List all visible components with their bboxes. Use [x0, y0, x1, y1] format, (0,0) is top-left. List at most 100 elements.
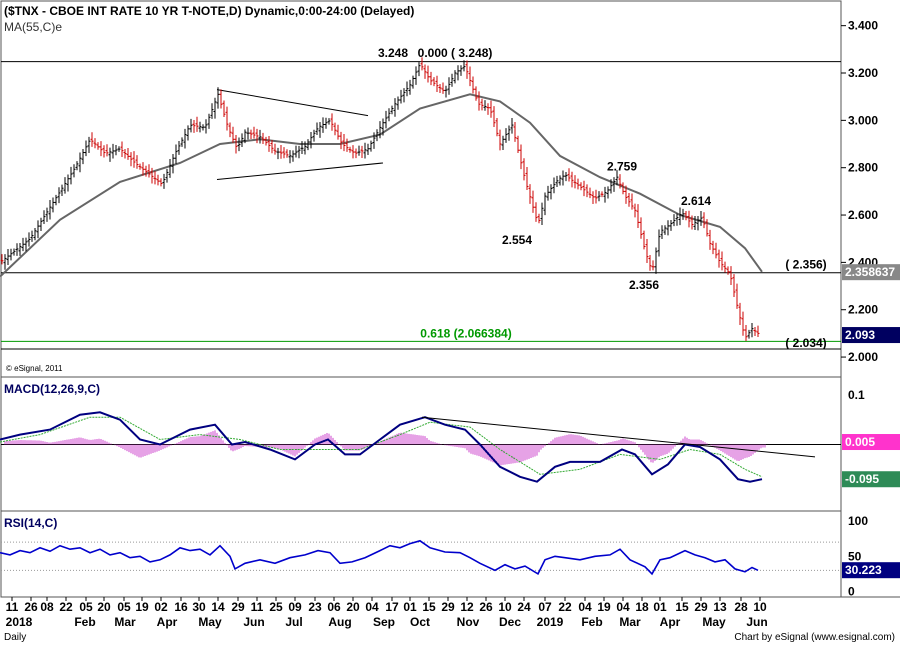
price-bar	[738, 302, 742, 325]
price-bar	[471, 76, 475, 94]
price-annotation: 2.554	[502, 233, 532, 247]
price-bar	[219, 89, 223, 109]
price-bar	[543, 192, 547, 216]
month-tick-label: May	[198, 615, 222, 629]
price-bar	[606, 186, 610, 199]
day-tick-label: 22	[558, 600, 572, 614]
price-bar	[150, 167, 154, 184]
price-bar	[705, 219, 709, 237]
price-bar	[468, 66, 472, 87]
price-bar	[678, 207, 682, 226]
price-bar	[33, 227, 37, 241]
price-annotation: 2.614	[681, 194, 711, 208]
price-bar	[264, 136, 268, 146]
price-bar	[54, 194, 58, 206]
price-bar	[39, 217, 43, 232]
price-bar	[657, 229, 661, 257]
price-bar	[87, 136, 91, 154]
price-bar	[318, 122, 322, 138]
day-tick-label: 19	[135, 600, 149, 614]
price-bar	[615, 170, 619, 186]
price-bar	[291, 150, 295, 162]
price-bar	[336, 124, 340, 140]
price-bar	[621, 182, 625, 195]
esignal-watermark: © eSignal, 2011	[6, 364, 63, 373]
price-bar	[462, 60, 466, 72]
price-bar	[450, 73, 454, 87]
svg-text:0.005: 0.005	[845, 435, 875, 449]
price-bar	[579, 182, 583, 191]
price-bar	[36, 220, 40, 239]
month-tick-label: Jun	[746, 615, 767, 629]
ma-indicator-label: MA(55,C)e	[4, 20, 62, 34]
price-bar	[366, 143, 370, 156]
day-tick-label: 26	[24, 600, 38, 614]
price-bar	[597, 191, 601, 202]
price-bar	[717, 249, 721, 268]
price-bar	[528, 184, 532, 204]
price-bar	[120, 141, 124, 158]
day-tick-label: 01	[653, 600, 667, 614]
price-bar	[9, 248, 13, 261]
price-bar	[315, 122, 319, 135]
day-tick-label: 18	[635, 600, 649, 614]
day-tick-label: 20	[346, 600, 360, 614]
price-bar	[225, 106, 229, 131]
price-bar	[147, 164, 151, 178]
price-bar	[492, 106, 496, 127]
price-bar	[75, 161, 79, 171]
price-bar	[447, 77, 451, 95]
price-bar	[555, 175, 559, 187]
price-bar	[210, 103, 214, 119]
day-tick-label: 19	[597, 600, 611, 614]
month-tick-label: 2019	[537, 615, 564, 629]
price-bar	[576, 178, 580, 190]
price-bar	[99, 141, 103, 157]
price-bar	[414, 66, 418, 85]
price-bar	[507, 125, 511, 141]
price-bar	[102, 145, 106, 158]
price-bar	[333, 122, 337, 136]
price-bar	[483, 100, 487, 111]
price-bar	[438, 83, 442, 93]
price-bar	[444, 85, 448, 98]
price-bar	[348, 146, 352, 153]
day-tick-label: 04	[365, 600, 379, 614]
rsi-line	[0, 539, 759, 576]
price-bar	[753, 327, 757, 336]
price-bar	[297, 145, 301, 159]
price-bar	[663, 225, 667, 235]
price-bar	[399, 89, 403, 104]
price-bar	[642, 230, 646, 250]
price-annotation: ( 2.356)	[785, 258, 826, 272]
macd-tick-label: 0.1	[848, 388, 865, 402]
price-bar	[420, 57, 424, 71]
price-bar	[231, 126, 235, 143]
price-bar	[180, 137, 184, 147]
price-annotation: 3.248	[378, 46, 408, 60]
price-bar	[732, 274, 736, 297]
price-bar	[402, 88, 406, 103]
day-tick-label: 15	[422, 600, 436, 614]
price-bar	[681, 208, 685, 220]
price-bar	[243, 129, 247, 144]
price-bar	[378, 121, 382, 139]
day-tick-label: 29	[231, 600, 245, 614]
price-bar	[303, 141, 307, 155]
price-bar	[474, 86, 478, 101]
price-bar	[480, 98, 484, 111]
day-tick-label: 29	[441, 600, 455, 614]
price-bar	[198, 121, 202, 133]
price-tick-label: 2.600	[848, 208, 878, 222]
price-bar	[90, 132, 94, 147]
price-bar	[702, 212, 706, 229]
rsi-title: RSI(14,C)	[4, 516, 57, 530]
price-bar	[93, 138, 97, 149]
price-bar	[246, 127, 250, 140]
price-bar	[45, 207, 49, 222]
price-bar	[306, 139, 310, 151]
svg-text:-0.095: -0.095	[845, 472, 879, 486]
price-bar	[195, 116, 199, 132]
day-tick-label: 10	[498, 600, 512, 614]
price-bar	[669, 219, 673, 231]
